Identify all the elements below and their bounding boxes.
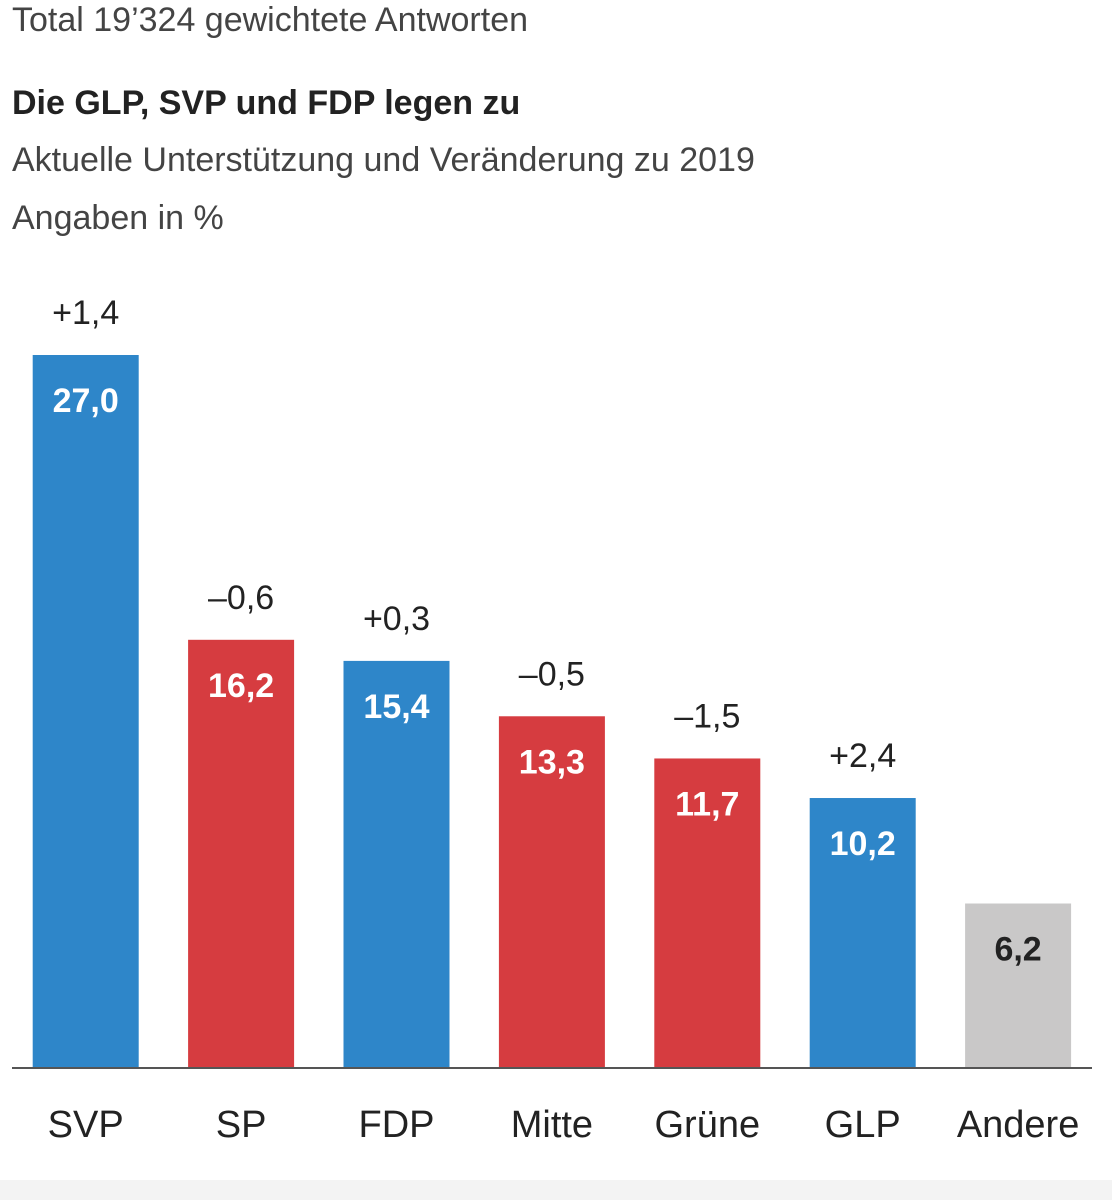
change-label: –0,6 <box>208 579 274 617</box>
footer-band <box>0 1180 1112 1200</box>
change-label: +1,4 <box>52 294 119 332</box>
chart-title: Die GLP, SVP und FDP legen zu <box>12 84 520 122</box>
bar <box>498 716 605 1067</box>
x-tick-label: SP <box>216 1104 267 1146</box>
x-tick-label: Andere <box>957 1104 1080 1146</box>
value-label: 13,3 <box>519 743 585 781</box>
x-tick-label: FDP <box>359 1104 435 1146</box>
bar <box>188 639 295 1067</box>
bar <box>965 903 1072 1067</box>
change-label: –1,5 <box>674 697 740 735</box>
value-label: 10,2 <box>830 825 896 863</box>
value-label: 11,7 <box>675 785 739 823</box>
note: Total 19’324 gewichtete Antworten <box>12 1 528 39</box>
subtitle: Aktuelle Unterstützung und Veränderung z… <box>12 141 755 179</box>
change-label: +0,3 <box>363 600 430 638</box>
value-label: 15,4 <box>363 688 429 726</box>
change-label: –0,5 <box>519 655 585 693</box>
x-tick-label: Mitte <box>511 1104 593 1146</box>
bar <box>343 660 450 1067</box>
bar <box>654 758 761 1067</box>
value-label: 27,0 <box>53 382 119 420</box>
bar <box>809 798 916 1067</box>
bar <box>32 355 139 1067</box>
value-label: 6,2 <box>994 930 1041 968</box>
unit-label: Angaben in % <box>12 199 224 237</box>
x-tick-label: GLP <box>825 1104 901 1146</box>
change-label: +2,4 <box>829 737 896 775</box>
value-label: 16,2 <box>208 667 274 705</box>
x-tick-label: SVP <box>48 1104 124 1146</box>
x-tick-label: Grüne <box>654 1104 760 1146</box>
